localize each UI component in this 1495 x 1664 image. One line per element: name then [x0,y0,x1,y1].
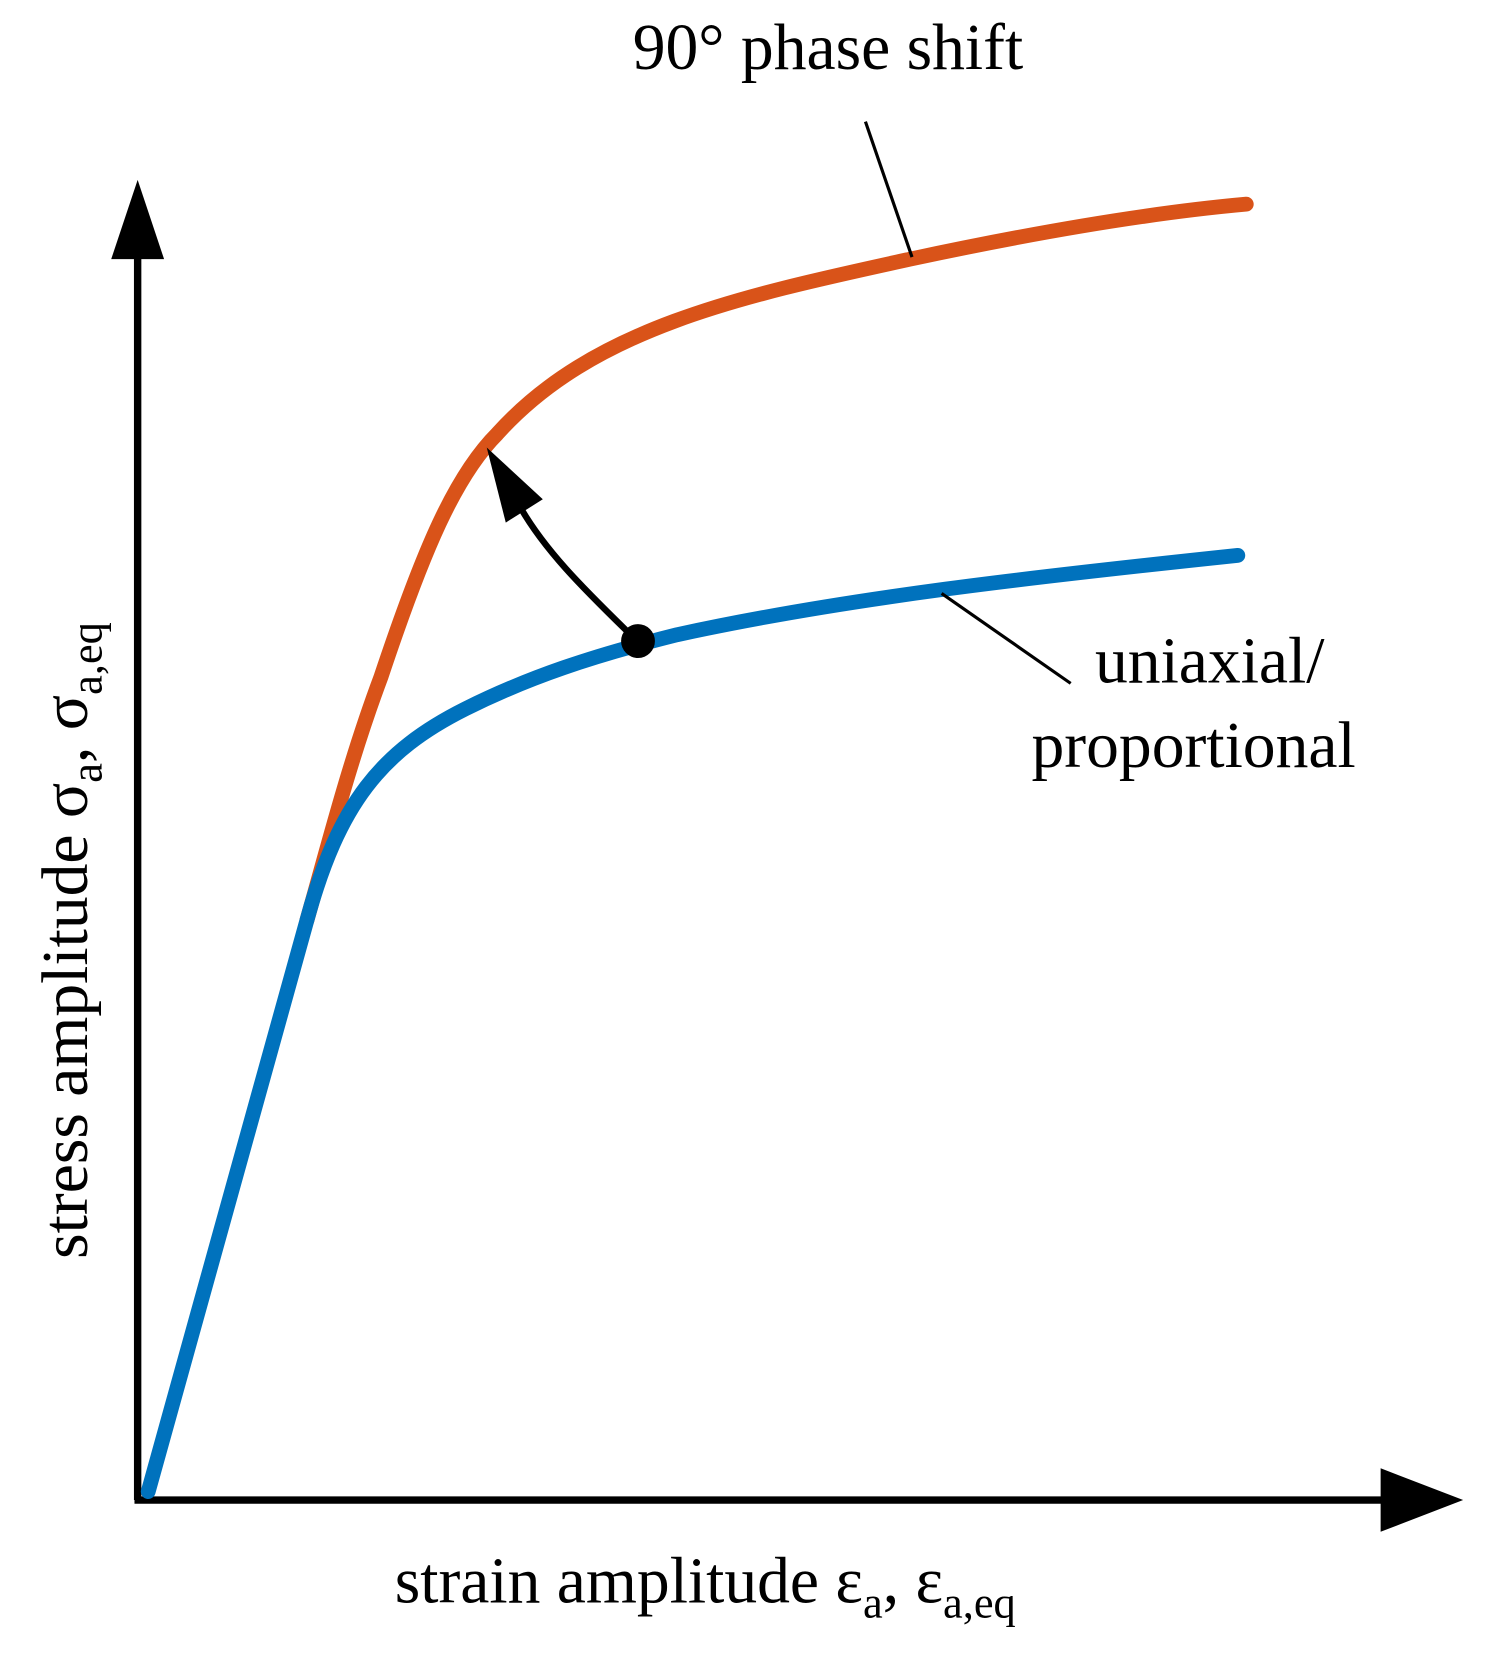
label-subscript: a [62,763,112,783]
label-subscript: a,eq [62,622,112,695]
leader-line [863,121,914,258]
y-axis-arrowhead [111,179,165,260]
label-part: stress amplitude σ [30,783,102,1259]
shift-arrow [517,506,629,633]
label-part: strain amplitude ε [395,1546,863,1618]
shift-arrowhead [486,447,543,523]
annotation: uniaxial/ [1095,625,1325,697]
point-marker [621,624,655,658]
label-subscript: a,eq [943,1577,1016,1627]
label-subscript: a [863,1577,883,1627]
proportional-curve [140,547,1246,1499]
annotation: proportional [1032,710,1356,782]
y-axis-label: stress amplitude σa, σa,eq [30,622,112,1259]
x-axis-arrowhead [1380,1468,1464,1532]
x-axis-label: strain amplitude εa, εa,eq [395,1546,1016,1628]
phase-shift-curve [299,196,1254,928]
label-part: , ε [883,1546,943,1618]
annotation: 90° phase shift [633,12,1024,84]
leader-line [940,592,1072,685]
label-part: , σ [30,695,102,763]
